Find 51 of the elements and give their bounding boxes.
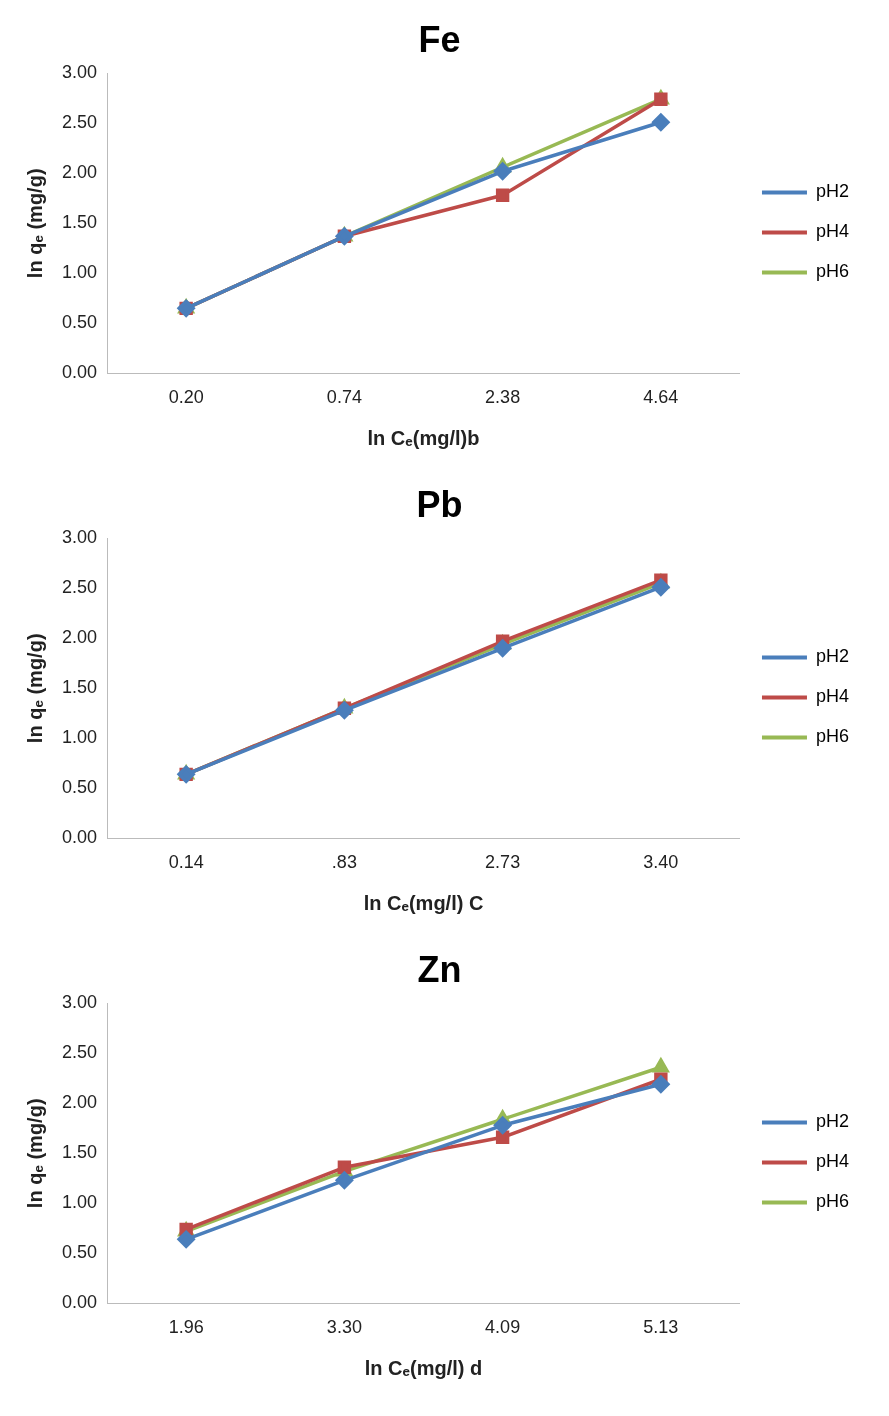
x-tick-label: 4.09 (485, 1317, 521, 1338)
y-tick-label: 1.50 (61, 677, 98, 698)
legend-label: pH4 (815, 221, 850, 242)
y-axis-title: ln qₑ (mg/g) (23, 633, 46, 744)
legend-label: pH6 (815, 1191, 850, 1212)
y-tick-label: 2.00 (61, 162, 98, 183)
y-axis-title: ln qₑ (mg/g) (23, 1098, 46, 1209)
x-tick-label: 3.40 (643, 852, 679, 873)
y-tick-label: 1.50 (61, 212, 98, 233)
x-tick-label: .83 (331, 852, 357, 873)
legend-label: pH6 (815, 726, 850, 747)
y-tick-label: 2.50 (61, 1042, 98, 1063)
legend-label: pH4 (815, 686, 850, 707)
y-axis-title: ln qₑ (mg/g) (23, 168, 46, 279)
x-tick-label: 0.20 (168, 387, 204, 408)
y-tick-label: 2.50 (61, 577, 98, 598)
x-tick-label: 0.14 (168, 852, 204, 873)
y-tick-label: 2.50 (61, 112, 98, 133)
x-tick-label: 2.38 (485, 387, 521, 408)
y-tick-label: 0.00 (61, 827, 98, 848)
y-tick-label: 0.50 (61, 777, 98, 798)
y-tick-label: 3.00 (61, 527, 98, 548)
y-tick-label: 1.00 (61, 1192, 98, 1213)
x-tick-label: 0.74 (326, 387, 362, 408)
x-axis-title: ln Cₑ(mg/l) d (364, 1356, 483, 1379)
chart-title: Fe (418, 18, 461, 60)
x-tick-label: 3.30 (326, 1317, 362, 1338)
chart-title: Pb (416, 483, 463, 525)
y-tick-label: 3.00 (61, 992, 98, 1013)
x-axis-title: ln Cₑ(mg/l) C (363, 891, 484, 914)
legend-label: pH2 (815, 646, 850, 667)
y-tick-label: 1.00 (61, 727, 98, 748)
chart-title: Zn (417, 948, 462, 990)
legend-label: pH4 (815, 1151, 850, 1172)
y-tick-label: 2.00 (61, 627, 98, 648)
y-tick-label: 1.00 (61, 262, 98, 283)
x-tick-label: 1.96 (168, 1317, 204, 1338)
x-tick-label: 4.64 (643, 387, 679, 408)
x-axis-title: ln Cₑ(mg/l)b (367, 426, 480, 449)
y-tick-label: 0.50 (61, 312, 98, 333)
y-tick-label: 2.00 (61, 1092, 98, 1113)
y-tick-label: 1.50 (61, 1142, 98, 1163)
x-tick-label: 5.13 (643, 1317, 679, 1338)
y-tick-label: 0.50 (61, 1242, 98, 1263)
y-tick-label: 0.00 (61, 1292, 98, 1313)
legend-label: pH6 (815, 261, 850, 282)
legend-label: pH2 (815, 1111, 850, 1132)
legend-label: pH2 (815, 181, 850, 202)
y-tick-label: 0.00 (61, 362, 98, 383)
y-tick-label: 3.00 (61, 62, 98, 83)
x-tick-label: 2.73 (485, 852, 521, 873)
